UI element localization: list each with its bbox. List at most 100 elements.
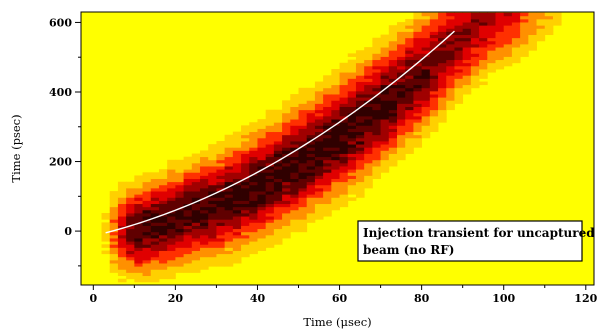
heatmap-cell bbox=[454, 72, 464, 76]
heatmap-cell bbox=[200, 266, 209, 270]
heatmap-cell bbox=[487, 40, 496, 45]
heatmap-cell bbox=[380, 59, 390, 64]
heatmap-cell bbox=[134, 206, 143, 211]
heatmap-cell bbox=[265, 156, 275, 161]
heatmap-cell bbox=[331, 119, 340, 123]
heatmap-cell bbox=[142, 263, 152, 267]
heatmap-cell bbox=[216, 166, 226, 170]
heatmap-cell bbox=[290, 150, 299, 154]
heatmap-cell bbox=[150, 275, 160, 280]
heatmap-cell bbox=[487, 31, 496, 36]
heatmap-cell bbox=[273, 209, 283, 214]
heatmap-cell bbox=[232, 166, 242, 170]
heatmap-cell bbox=[249, 216, 258, 220]
heatmap-cell bbox=[142, 197, 152, 201]
heatmap-cell bbox=[331, 197, 340, 201]
heatmap-cell bbox=[298, 94, 308, 98]
heatmap-cell bbox=[298, 200, 308, 205]
heatmap-cell bbox=[216, 219, 226, 223]
heatmap-cell bbox=[273, 178, 283, 183]
heatmap-cell bbox=[232, 244, 242, 248]
heatmap-cell bbox=[183, 178, 193, 183]
heatmap-cell bbox=[126, 238, 135, 242]
heatmap-cell bbox=[331, 131, 340, 136]
heatmap-cell bbox=[470, 50, 480, 54]
heatmap-cell bbox=[339, 175, 349, 179]
heatmap-cell bbox=[167, 263, 176, 267]
heatmap-cell bbox=[405, 28, 414, 32]
heatmap-cell bbox=[216, 222, 226, 226]
heatmap-cell bbox=[438, 103, 447, 107]
heatmap-cell bbox=[290, 209, 299, 214]
heatmap-cell bbox=[273, 144, 283, 148]
heatmap-cell bbox=[306, 169, 316, 173]
heatmap-cell bbox=[323, 147, 332, 151]
heatmap-cell bbox=[224, 156, 234, 161]
heatmap-cell bbox=[438, 56, 447, 61]
heatmap-cell bbox=[257, 191, 267, 195]
heatmap-cell bbox=[314, 187, 324, 192]
heatmap-cell bbox=[503, 47, 513, 51]
heatmap-cell bbox=[355, 112, 365, 117]
heatmap-cell bbox=[339, 97, 349, 101]
heatmap-cell bbox=[487, 15, 496, 20]
heatmap-cell bbox=[200, 250, 209, 255]
heatmap-cell bbox=[405, 106, 414, 111]
heatmap-cell bbox=[339, 84, 349, 89]
heatmap-cell bbox=[117, 269, 127, 273]
heatmap-cell bbox=[249, 153, 258, 158]
heatmap-cell bbox=[273, 241, 283, 245]
heatmap-cell bbox=[355, 115, 365, 120]
heatmap-cell bbox=[314, 166, 324, 170]
heatmap-cell bbox=[372, 100, 381, 104]
heatmap-cell bbox=[314, 169, 324, 173]
heatmap-cell bbox=[273, 119, 283, 123]
annotation-box bbox=[357, 220, 583, 262]
heatmap-cell bbox=[331, 153, 340, 158]
heatmap-cell bbox=[158, 181, 168, 186]
heatmap-cell bbox=[429, 78, 439, 82]
heatmap-cell bbox=[413, 97, 423, 101]
heatmap-cell bbox=[126, 266, 135, 270]
heatmap-cell bbox=[520, 43, 529, 48]
heatmap-cell bbox=[388, 50, 398, 54]
heatmap-cell bbox=[405, 69, 414, 73]
heatmap-cell bbox=[273, 112, 283, 117]
heatmap-cell bbox=[479, 18, 488, 23]
heatmap-cell bbox=[257, 197, 267, 201]
heatmap-cell bbox=[282, 141, 291, 145]
heatmap-cell bbox=[183, 216, 193, 220]
heatmap-cell bbox=[314, 181, 324, 186]
heatmap-cell bbox=[232, 194, 242, 198]
heatmap-cell bbox=[355, 144, 365, 148]
heatmap-cell bbox=[413, 28, 423, 32]
heatmap-cell bbox=[224, 263, 234, 267]
heatmap-cell bbox=[232, 256, 242, 261]
heatmap-cell bbox=[479, 50, 488, 54]
heatmap-cell bbox=[429, 94, 439, 98]
heatmap-cell bbox=[347, 90, 357, 95]
heatmap-cell bbox=[158, 241, 168, 245]
heatmap-cell bbox=[438, 94, 447, 98]
heatmap-cell bbox=[117, 253, 127, 258]
heatmap-cell bbox=[282, 103, 291, 107]
heatmap-cell bbox=[101, 225, 111, 230]
heatmap-cell bbox=[232, 222, 242, 226]
heatmap-cell bbox=[191, 197, 201, 201]
heatmap-cell bbox=[241, 187, 250, 192]
heatmap-cell bbox=[200, 209, 209, 214]
heatmap-cell bbox=[158, 187, 168, 192]
heatmap-cell bbox=[208, 225, 217, 230]
heatmap-cell bbox=[191, 213, 201, 217]
heatmap-cell bbox=[429, 15, 439, 20]
heatmap-cell bbox=[364, 122, 373, 126]
heatmap-cell bbox=[273, 225, 283, 230]
heatmap-cell bbox=[372, 75, 381, 79]
heatmap-cell bbox=[413, 125, 423, 129]
heatmap-cell bbox=[257, 131, 267, 136]
x-tick-label: 20 bbox=[168, 292, 184, 305]
heatmap-cell bbox=[347, 94, 357, 98]
heatmap-cell bbox=[446, 12, 455, 17]
heatmap-cell bbox=[216, 191, 226, 195]
heatmap-cell bbox=[167, 203, 176, 208]
